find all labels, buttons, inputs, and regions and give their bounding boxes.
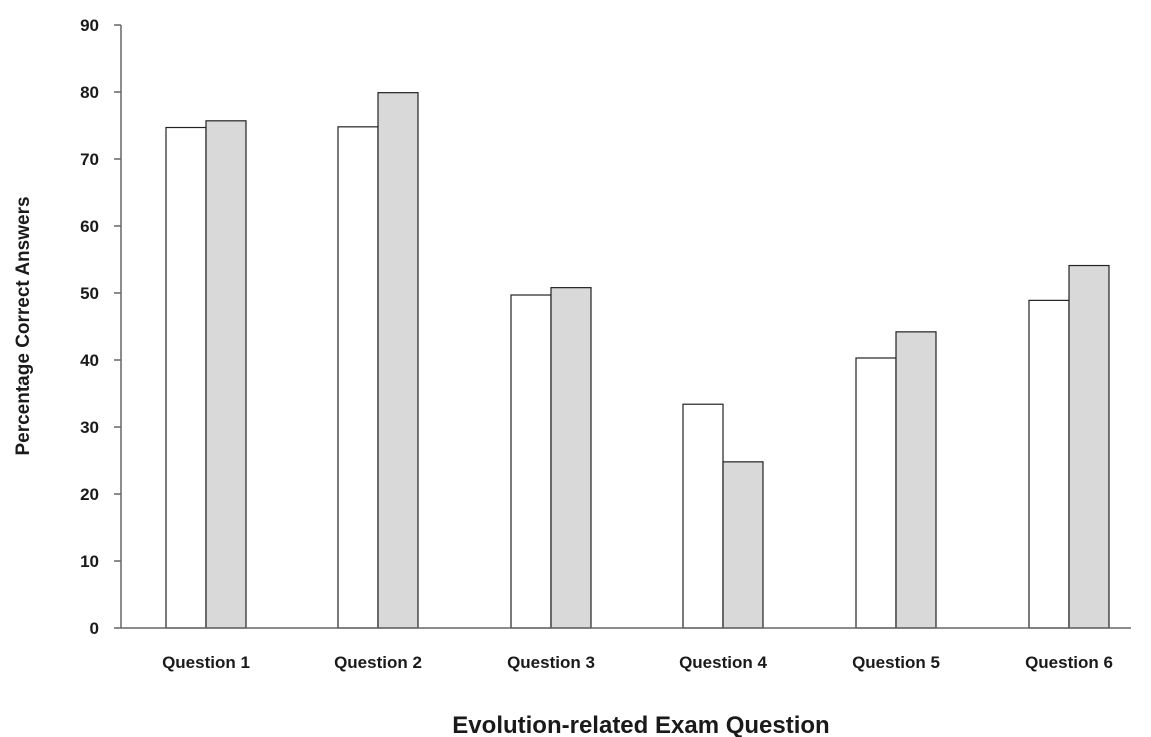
y-tick-label: 90 <box>80 16 99 35</box>
y-axis-title: Percentage Correct Answers <box>13 196 34 455</box>
bar-series1 <box>337 126 379 629</box>
bar-series1 <box>1028 299 1070 629</box>
y-tick-label: 10 <box>80 552 99 571</box>
y-tick-label: 60 <box>80 217 99 236</box>
x-category-label: Question 5 <box>852 653 940 672</box>
x-labels-group: Question 1 Question 2 Question 3 Question 4… <box>162 653 1113 672</box>
bar-series2 <box>895 331 937 629</box>
y-ticks-group: 0 10 20 30 40 50 60 70 80 90 <box>80 16 121 638</box>
bars-group <box>165 92 1110 629</box>
y-tick-label: 80 <box>80 83 99 102</box>
bar-series1 <box>682 403 724 629</box>
bar-series1 <box>165 126 207 629</box>
bar-series2 <box>550 287 592 629</box>
y-tick-label: 50 <box>80 284 99 303</box>
bar-series2 <box>722 461 764 629</box>
x-category-label: Question 2 <box>334 653 422 672</box>
y-tick-label: 20 <box>80 485 99 504</box>
x-category-label: Question 1 <box>162 653 250 672</box>
y-tick-label: 40 <box>80 351 99 370</box>
y-tick-label: 30 <box>80 418 99 437</box>
bar-series2 <box>377 92 419 629</box>
x-category-label: Question 4 <box>679 653 767 672</box>
bar-series1 <box>510 294 552 629</box>
x-category-label: Question 3 <box>507 653 595 672</box>
bar-series2 <box>1068 264 1110 629</box>
x-axis-title: Evolution-related Exam Question <box>452 712 829 737</box>
y-tick-label: 0 <box>90 619 99 638</box>
x-category-label: Question 6 <box>1025 653 1113 672</box>
bar-series2 <box>205 120 247 629</box>
y-tick-label: 70 <box>80 150 99 169</box>
bar-series1 <box>855 357 897 629</box>
